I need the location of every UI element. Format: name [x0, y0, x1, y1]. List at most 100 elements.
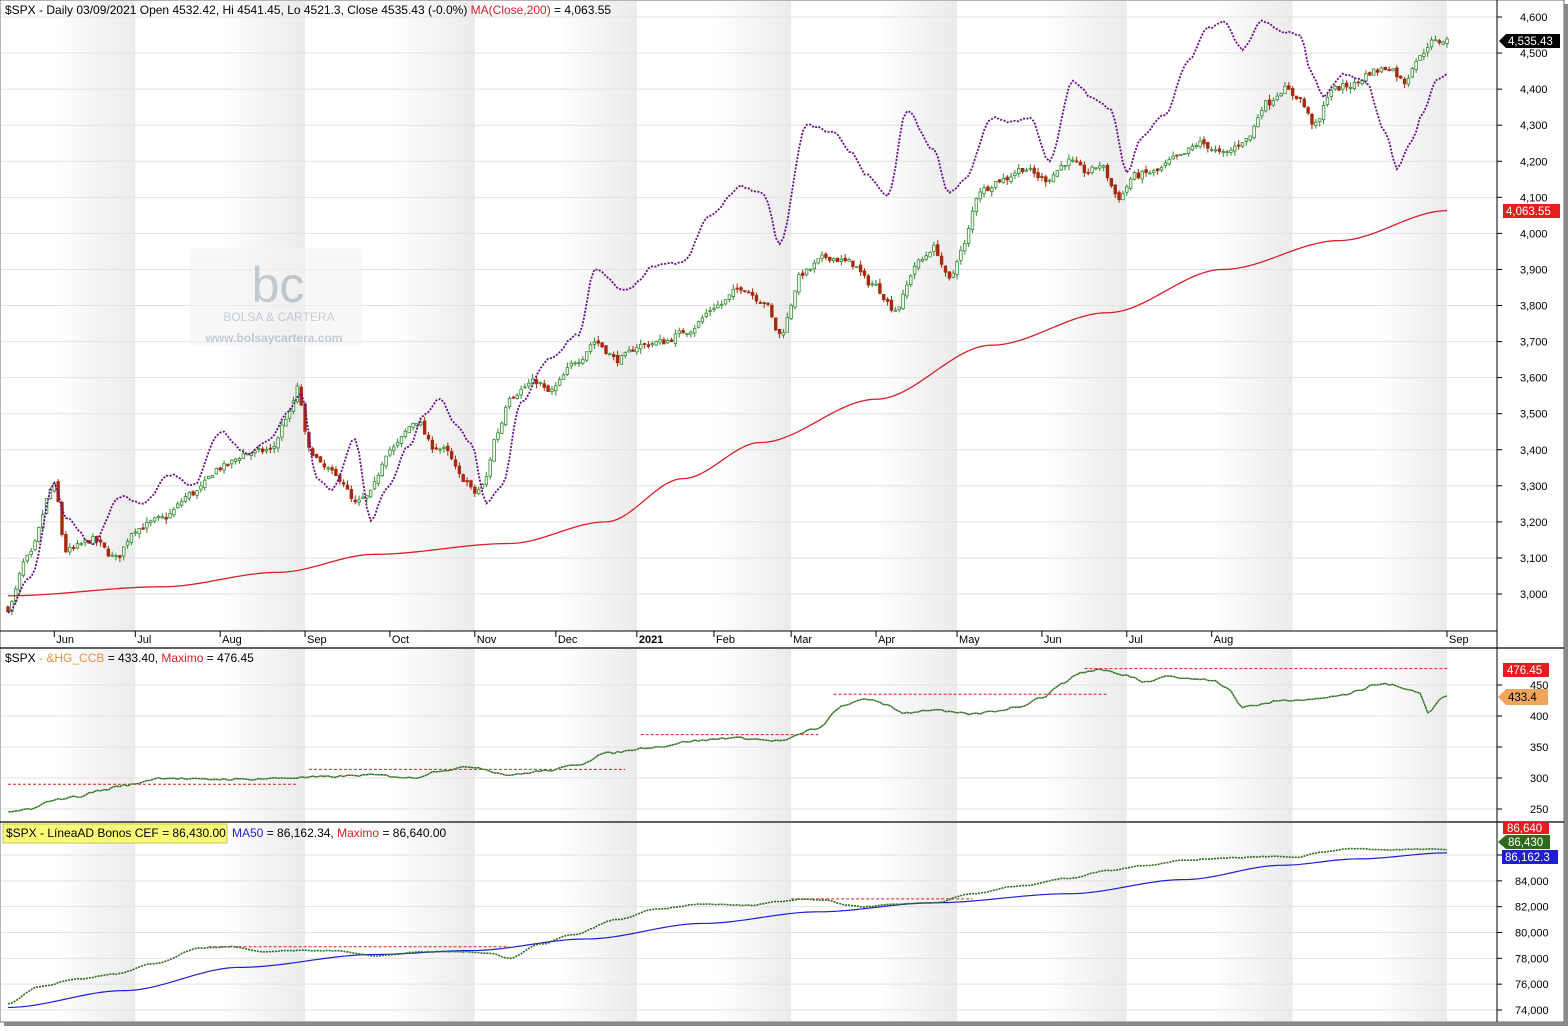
candle-body — [696, 321, 701, 328]
candle-body — [824, 253, 828, 258]
candle-body — [253, 450, 257, 454]
candle-body — [334, 468, 338, 476]
candle-body — [1086, 172, 1090, 174]
candle-body — [75, 543, 80, 549]
candle-body — [650, 343, 654, 346]
candle-body — [758, 302, 762, 304]
candle-body — [1017, 168, 1021, 175]
y-tick-label: 3,100 — [1520, 553, 1548, 565]
y-tick-label: 3,600 — [1520, 373, 1548, 385]
candle-body — [203, 479, 207, 489]
candle-body — [438, 448, 442, 451]
panel2-value: = 433.40, — [104, 651, 161, 665]
candle-body — [195, 490, 199, 496]
ad-line — [7, 847, 1448, 1005]
candle-body — [947, 271, 952, 279]
candle-body — [1074, 160, 1079, 163]
candle-body — [214, 468, 219, 475]
tag-last-close-text: 4,535.43 — [1508, 36, 1553, 48]
y-tick-label: 3,800 — [1520, 301, 1548, 313]
candle-body — [237, 457, 242, 461]
candle-body — [1302, 98, 1306, 108]
candle-body — [951, 272, 955, 278]
candle-body — [322, 463, 327, 468]
panel1-symbol: $SPX — [5, 3, 36, 17]
candle-body — [1140, 170, 1144, 180]
candle-body — [1155, 168, 1160, 171]
candle-body — [542, 383, 546, 388]
candle-body — [172, 508, 176, 516]
candle-body — [789, 304, 793, 319]
candle-body — [843, 257, 847, 262]
y-tick-label: 84,000 — [1515, 876, 1549, 888]
candle-body — [1294, 95, 1299, 100]
panel2-max-value: = 476.45 — [203, 651, 254, 665]
candle-body — [303, 403, 307, 432]
candle-body — [1082, 164, 1087, 174]
candle-body — [754, 295, 759, 302]
candle-body — [1044, 176, 1048, 183]
candle-body — [480, 484, 485, 489]
candle-body — [596, 340, 600, 344]
candle-body — [689, 331, 693, 335]
candle-body — [1248, 135, 1252, 141]
candle-body — [681, 329, 685, 334]
candle-body — [449, 451, 454, 460]
candle-body — [1055, 170, 1060, 177]
month-band — [1211, 1, 1293, 631]
candle-body — [1221, 151, 1225, 154]
candle-body — [388, 449, 392, 456]
candle-body — [1117, 192, 1121, 201]
candle-body — [272, 446, 276, 449]
candle-body — [1217, 148, 1222, 152]
candle-body — [1036, 172, 1040, 179]
candle-body — [102, 542, 107, 548]
candle-body — [974, 197, 979, 212]
candle-body — [476, 488, 481, 495]
candle-body — [284, 418, 288, 427]
candle-body — [372, 481, 377, 490]
panel1-ma-label: MA(Close,200) — [471, 3, 551, 17]
candle-body — [982, 187, 986, 194]
tag-ad-last-text: 86,430 — [1508, 837, 1543, 849]
candle-body — [1310, 113, 1314, 125]
candle-body — [777, 329, 782, 334]
candle-body — [503, 406, 508, 426]
candle-body — [1279, 93, 1283, 97]
candle-body — [573, 362, 577, 365]
y-tick-label: 3,300 — [1520, 481, 1548, 493]
candle-body — [218, 467, 222, 471]
y-tick-label: 3,400 — [1520, 445, 1548, 457]
candle-body — [230, 459, 234, 465]
candle-body — [1144, 169, 1148, 173]
x-tick-label: Nov — [477, 634, 497, 646]
candle-body — [179, 500, 184, 506]
x-tick-label: May — [959, 634, 980, 646]
panel3-ma-label: MA50 — [232, 826, 264, 840]
ma200-line — [7, 210, 1448, 597]
candle-body — [1263, 100, 1268, 112]
candle-body — [708, 309, 712, 312]
candle-body — [735, 287, 739, 290]
watermark: bc BOLSA & CARTERA www.bolsaycartera.com — [190, 248, 362, 346]
candle-body — [997, 179, 1002, 183]
candle-body — [287, 410, 292, 419]
month-band — [1377, 649, 1447, 821]
candle-body — [1333, 85, 1337, 90]
candle-body — [530, 378, 535, 385]
candle-body — [1271, 100, 1276, 106]
candle-body — [743, 290, 747, 293]
candle-body — [916, 259, 921, 269]
candle-body — [330, 467, 334, 471]
panel1-ma-value: = 4,063.55 — [551, 3, 612, 17]
candle-body — [345, 484, 350, 490]
y-tick-label: 3,500 — [1520, 409, 1548, 421]
candle-body — [507, 397, 512, 408]
candle-body — [1167, 159, 1171, 165]
candle-body — [1059, 165, 1063, 171]
candle-body — [191, 491, 195, 496]
candle-body — [870, 283, 874, 286]
candle-body — [21, 561, 26, 576]
candle-body — [936, 244, 940, 257]
candle-body — [1113, 184, 1117, 195]
